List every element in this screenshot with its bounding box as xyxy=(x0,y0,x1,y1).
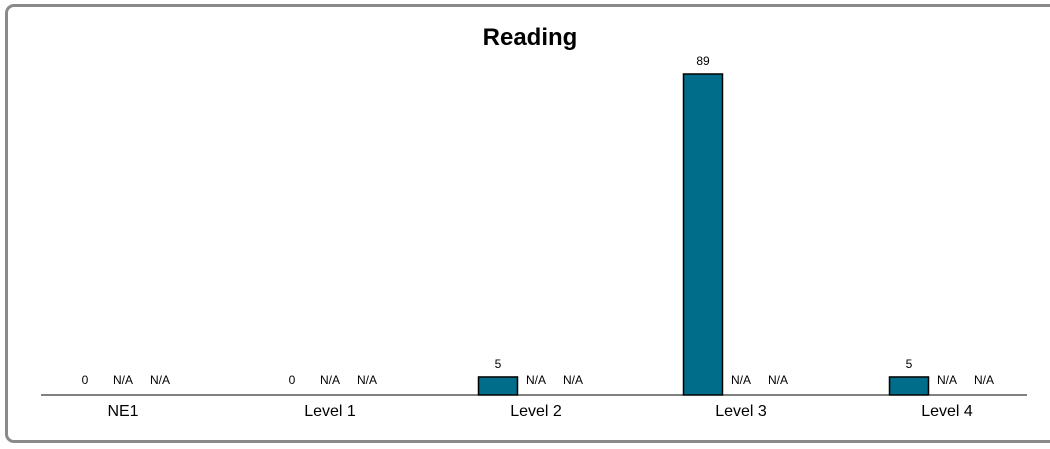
data-label: 89 xyxy=(696,54,710,68)
data-label: 0 xyxy=(82,373,89,387)
data-label: N/A xyxy=(526,373,546,387)
data-label: N/A xyxy=(731,373,751,387)
data-label: N/A xyxy=(113,373,133,387)
data-label: N/A xyxy=(937,373,957,387)
bar-level-3 xyxy=(682,73,724,396)
data-label: 5 xyxy=(906,357,913,371)
x-tick-label: Level 1 xyxy=(304,403,356,420)
bar-level-4 xyxy=(888,376,930,396)
data-label: 0 xyxy=(289,373,296,387)
data-label: N/A xyxy=(974,373,994,387)
data-label: N/A xyxy=(357,373,377,387)
data-label: N/A xyxy=(320,373,340,387)
chart-title: Reading xyxy=(483,24,578,51)
x-tick-label: Level 3 xyxy=(715,403,767,420)
x-tick-label: Level 4 xyxy=(921,403,973,420)
data-label: 5 xyxy=(495,357,502,371)
chart-frame xyxy=(5,4,1050,443)
x-tick-label: Level 2 xyxy=(510,403,562,420)
bar-level-2 xyxy=(477,376,519,396)
data-label: N/A xyxy=(150,373,170,387)
x-tick-label: NE1 xyxy=(107,403,138,420)
data-label: N/A xyxy=(768,373,788,387)
data-label: N/A xyxy=(563,373,583,387)
